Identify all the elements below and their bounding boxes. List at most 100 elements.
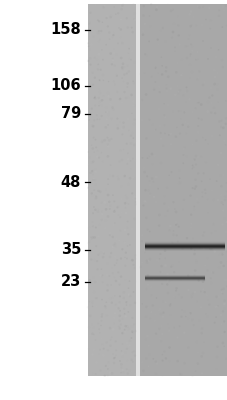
Point <box>112 208 116 215</box>
Point <box>124 371 128 378</box>
Point <box>121 120 125 126</box>
Point <box>110 61 113 68</box>
Bar <box>87 4 135 376</box>
Point <box>101 249 105 255</box>
Point <box>208 85 212 91</box>
Point <box>86 58 89 64</box>
Point <box>106 320 109 327</box>
Point <box>210 269 214 276</box>
Point <box>111 242 115 248</box>
Point <box>116 278 120 284</box>
Point <box>176 22 179 29</box>
Point <box>190 43 193 50</box>
Point <box>118 324 121 331</box>
Point <box>105 286 108 293</box>
Point <box>105 260 109 267</box>
Point <box>179 314 183 320</box>
Point <box>94 224 97 231</box>
Point <box>99 318 103 324</box>
Point <box>129 92 133 98</box>
Point <box>149 309 153 315</box>
Point <box>116 10 119 16</box>
Point <box>208 17 212 24</box>
Point <box>124 210 127 216</box>
Point <box>88 225 91 232</box>
Point <box>114 236 118 242</box>
Point <box>105 282 109 288</box>
Point <box>205 255 208 262</box>
Point <box>159 146 162 152</box>
Point <box>90 168 94 174</box>
Point <box>172 294 176 301</box>
Point <box>115 257 118 263</box>
Point <box>170 240 173 246</box>
Point <box>125 323 128 330</box>
Point <box>195 3 198 9</box>
Point <box>174 232 178 238</box>
Point <box>119 16 122 23</box>
Point <box>91 122 94 128</box>
Point <box>215 70 218 76</box>
Point <box>110 104 114 111</box>
Point <box>217 118 220 125</box>
Point <box>163 68 167 74</box>
Point <box>170 29 174 35</box>
Point <box>181 160 184 166</box>
Point <box>109 13 112 19</box>
Point <box>142 169 146 175</box>
Point <box>98 272 102 279</box>
Point <box>149 151 153 157</box>
Point <box>120 135 124 142</box>
Point <box>120 40 124 46</box>
Point <box>117 237 121 244</box>
Point <box>177 41 181 48</box>
Point <box>121 369 125 375</box>
Point <box>219 289 223 296</box>
Point <box>200 370 203 376</box>
Point <box>104 363 107 369</box>
Point <box>172 48 176 54</box>
Point <box>164 64 167 71</box>
Point <box>172 324 175 331</box>
Point <box>219 118 222 124</box>
Point <box>90 70 94 76</box>
Point <box>100 342 104 348</box>
Point <box>90 160 94 166</box>
Point <box>195 129 199 136</box>
Point <box>153 370 157 377</box>
Point <box>158 338 162 344</box>
Point <box>151 356 154 362</box>
Point <box>105 369 109 375</box>
Point <box>146 187 150 194</box>
Point <box>114 260 118 266</box>
Point <box>123 313 127 320</box>
Point <box>113 338 117 345</box>
Point <box>120 75 123 81</box>
Point <box>123 262 127 269</box>
Point <box>208 244 212 250</box>
Point <box>170 108 174 115</box>
Text: 106: 106 <box>50 78 81 94</box>
Point <box>106 23 109 30</box>
Point <box>176 108 180 114</box>
Point <box>112 173 116 179</box>
Point <box>95 258 99 264</box>
Point <box>89 160 93 166</box>
Point <box>100 19 104 26</box>
Point <box>176 291 180 298</box>
Point <box>212 67 215 74</box>
Point <box>126 94 129 101</box>
Point <box>125 261 128 268</box>
Point <box>223 98 227 104</box>
Point <box>106 192 110 198</box>
Point <box>106 109 110 115</box>
Point <box>200 82 204 88</box>
Point <box>220 340 224 346</box>
Point <box>195 154 199 160</box>
Point <box>133 157 136 164</box>
Point <box>96 320 100 327</box>
Point <box>109 101 112 108</box>
Point <box>205 141 209 147</box>
Point <box>115 73 118 79</box>
Point <box>155 70 159 76</box>
